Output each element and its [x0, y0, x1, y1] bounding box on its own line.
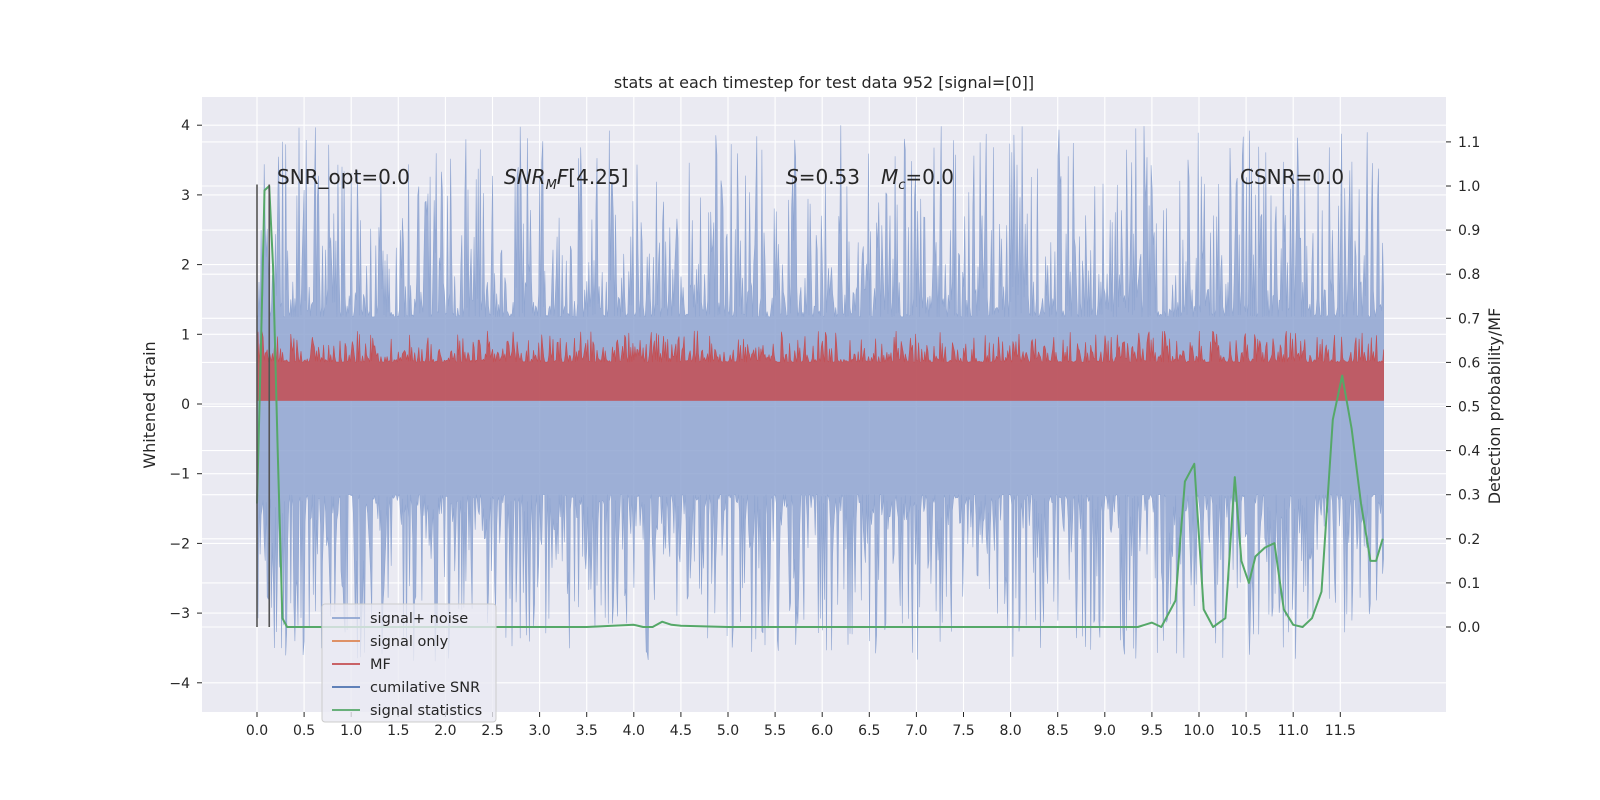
snr-mf-annotation: SNRMF[4.25] [504, 165, 628, 193]
y2-tick-label: 0.1 [1458, 576, 1480, 592]
x-tick-label: 8.5 [1047, 723, 1069, 739]
x-tick-label: 2.5 [481, 723, 503, 739]
snr-mf-value: [4.25] [568, 165, 628, 189]
chart-title: stats at each timestep for test data 952… [614, 73, 1034, 92]
csnr-annotation: CSNR=0.0 [1240, 165, 1344, 189]
y2-tick-label: 0.0 [1458, 620, 1480, 636]
x-tick-label: 9.0 [1094, 723, 1116, 739]
s-value: =0.53 [799, 165, 860, 189]
legend-box [321, 603, 497, 723]
y-tick-label: 4 [181, 118, 190, 134]
x-tick-label: 9.5 [1141, 723, 1163, 739]
x-tick-label: 7.0 [905, 723, 927, 739]
legend-label: MF [370, 657, 391, 673]
x-tick-label: 6.5 [858, 723, 880, 739]
legend-label: signal+ noise [370, 611, 468, 627]
y2-axis-label: Detection probability/MF [1485, 308, 1504, 505]
x-tick-label: 4.0 [623, 723, 645, 739]
x-tick-label: 11.0 [1278, 723, 1309, 739]
x-axis-ticks: 0.0 0.5 1.0 1.5 2.0 2.5 3.0 3.5 4.0 4.5 5.0 5.5 6.0 6… [246, 712, 1356, 739]
legend: signal+ noise signal only MF cumilative SNR… [321, 603, 497, 723]
x-tick-label: 5.0 [717, 723, 739, 739]
x-tick-label: 3.5 [576, 723, 598, 739]
s-annotation: S=0.53 [786, 165, 860, 189]
y2-tick-label: 1.0 [1458, 179, 1480, 195]
x-tick-label: 5.5 [764, 723, 786, 739]
legend-label: signal only [370, 634, 449, 650]
y-tick-label: −4 [169, 676, 190, 692]
y2-tick-label: 0.2 [1458, 532, 1480, 548]
y-tick-label: −1 [169, 467, 190, 483]
y2-tick-label: 1.1 [1458, 135, 1480, 151]
y2-tick-label: 0.4 [1458, 444, 1480, 460]
x-tick-label: 2.0 [434, 723, 456, 739]
y-tick-label: 1 [181, 327, 190, 343]
x-tick-label: 11.5 [1325, 723, 1356, 739]
x-tick-label: 7.5 [952, 723, 974, 739]
snr-opt-annotation: SNR_opt=0.0 [277, 165, 410, 189]
x-tick-label: 6.0 [811, 723, 833, 739]
x-tick-label: 10.0 [1183, 723, 1214, 739]
x-tick-label: 0.5 [293, 723, 315, 739]
x-tick-label: 1.5 [387, 723, 409, 739]
y-tick-label: 3 [181, 188, 190, 204]
series-mf [256, 330, 1384, 401]
legend-label: signal statistics [370, 703, 482, 719]
y2-tick-label: 0.3 [1458, 488, 1480, 504]
mc-annotation: Mc=0.0 [881, 165, 954, 193]
y-tick-label: −3 [169, 606, 190, 622]
x-tick-label: 1.0 [340, 723, 362, 739]
y2-tick-label: 0.8 [1458, 267, 1480, 283]
x-tick-label: 0.0 [246, 723, 268, 739]
y-tick-label: 2 [181, 258, 190, 274]
mc-value: =0.0 [905, 165, 954, 189]
y2-tick-label: 0.6 [1458, 355, 1480, 371]
x-tick-label: 10.5 [1231, 723, 1262, 739]
y-tick-label: −2 [169, 536, 190, 552]
legend-label: cumilative SNR [370, 680, 480, 696]
y2-tick-label: 0.9 [1458, 223, 1480, 239]
y2-tick-label: 0.5 [1458, 400, 1480, 416]
x-tick-label: 8.0 [999, 723, 1021, 739]
y-tick-label: 0 [181, 397, 190, 413]
x-tick-label: 3.0 [528, 723, 550, 739]
y-axis-ticks: 4 3 2 1 0 −1 −2 −3 −4 [169, 118, 202, 692]
y2-tick-label: 0.7 [1458, 311, 1480, 327]
y2-axis-ticks: 1.1 1.0 0.9 0.8 0.7 0.6 0.5 0.4 0.3 0.2 0.1 0.0 [1446, 135, 1480, 636]
y-axis-label: Whitened strain [140, 341, 159, 468]
x-tick-label: 4.5 [670, 723, 692, 739]
